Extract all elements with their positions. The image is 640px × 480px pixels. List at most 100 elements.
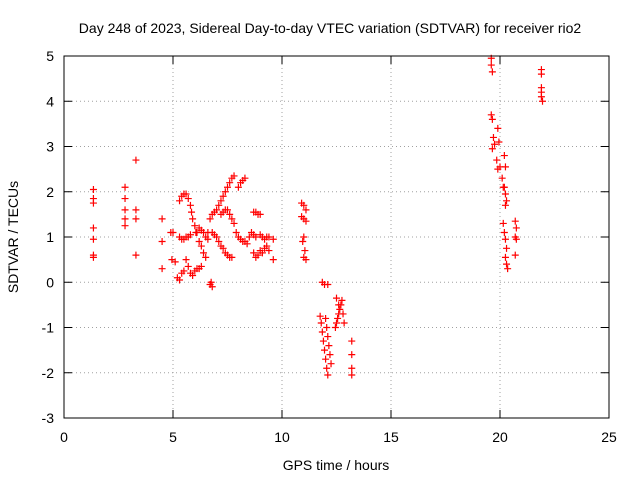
data-point	[121, 215, 129, 223]
data-point	[488, 145, 496, 153]
data-point	[207, 278, 215, 286]
data-point	[503, 244, 511, 252]
data-point	[197, 262, 205, 270]
y-tick-label: 1	[46, 229, 54, 245]
data-point	[324, 333, 332, 341]
data-point	[321, 346, 329, 354]
data-point	[188, 208, 196, 216]
data-point	[254, 251, 262, 259]
data-point	[333, 294, 340, 302]
data-point	[191, 222, 199, 230]
data-point	[252, 233, 260, 241]
data-point	[302, 256, 310, 264]
data-point	[171, 258, 179, 266]
data-point	[299, 238, 307, 246]
data-point	[503, 260, 511, 268]
data-point	[335, 301, 343, 309]
chart-title: Day 248 of 2023, Sidereal Day-to-day VTE…	[79, 20, 582, 36]
data-point	[158, 215, 166, 223]
data-point	[504, 265, 512, 273]
data-point	[89, 199, 97, 207]
data-point	[221, 188, 229, 196]
data-point	[121, 183, 129, 191]
data-point	[498, 174, 506, 182]
data-point	[232, 228, 240, 236]
data-point	[317, 319, 325, 327]
data-point	[265, 233, 273, 241]
data-point	[169, 228, 177, 236]
y-tick-label: 5	[46, 48, 54, 64]
data-point	[184, 195, 192, 203]
data-point	[302, 217, 310, 225]
y-tick-labels: -3 -2 -1 0 1 2 3 4 5	[42, 48, 55, 426]
data-point	[258, 249, 266, 257]
data-point	[204, 235, 212, 243]
data-point	[511, 217, 519, 225]
data-point	[537, 93, 545, 101]
data-point	[300, 201, 308, 209]
data-point	[234, 183, 242, 191]
data-point	[500, 183, 508, 191]
data-point	[512, 224, 520, 232]
data-point	[206, 215, 214, 223]
x-tick-label: 25	[601, 429, 617, 445]
data-point	[245, 233, 253, 241]
data-point	[537, 70, 545, 78]
data-point	[493, 156, 501, 164]
data-point	[158, 265, 166, 273]
y-tick-label: -3	[42, 410, 55, 426]
data-point	[193, 228, 201, 236]
data-point	[503, 197, 511, 205]
data-point	[348, 364, 356, 372]
data-point	[331, 324, 339, 331]
data-point	[500, 228, 508, 236]
data-point	[324, 281, 332, 289]
data-point	[491, 140, 499, 148]
x-tick-label: 20	[492, 429, 508, 445]
data-point	[89, 224, 97, 232]
y-tick-label: 3	[46, 139, 54, 155]
data-point	[121, 195, 129, 203]
data-point	[511, 251, 519, 259]
data-point	[132, 156, 140, 164]
data-point	[323, 364, 331, 372]
data-point	[269, 235, 277, 243]
data-point	[489, 133, 497, 141]
y-tick-label: -1	[42, 320, 55, 336]
data-point	[348, 371, 356, 379]
data-point	[226, 210, 234, 218]
data-point	[501, 201, 509, 209]
data-point	[250, 208, 258, 216]
data-point	[495, 138, 503, 146]
data-point	[215, 238, 223, 246]
data-point	[224, 183, 231, 191]
data-point	[121, 222, 129, 230]
x-tick-label: 15	[383, 429, 399, 445]
data-point	[217, 197, 225, 205]
x-axis-label: GPS time / hours	[283, 457, 390, 473]
data-point	[176, 197, 184, 205]
data-point	[132, 206, 140, 214]
data-point	[219, 244, 227, 252]
data-point	[256, 210, 264, 218]
data-point	[301, 247, 309, 255]
data-point	[243, 240, 251, 248]
data-point	[501, 190, 509, 198]
data-point	[339, 310, 347, 318]
axis-ticks	[63, 55, 610, 419]
x-tick-label: 10	[274, 429, 290, 445]
x-tick-label: 0	[60, 429, 68, 445]
data-point	[322, 355, 330, 363]
data-point	[501, 235, 509, 243]
data-point	[197, 242, 205, 250]
data-point	[336, 305, 344, 313]
data-point	[213, 233, 221, 241]
data-point	[213, 206, 221, 214]
data-point	[184, 262, 192, 270]
data-point	[348, 337, 356, 345]
data-point	[186, 201, 194, 209]
data-point	[219, 192, 227, 200]
data-point	[302, 206, 310, 214]
data-point	[132, 215, 140, 223]
